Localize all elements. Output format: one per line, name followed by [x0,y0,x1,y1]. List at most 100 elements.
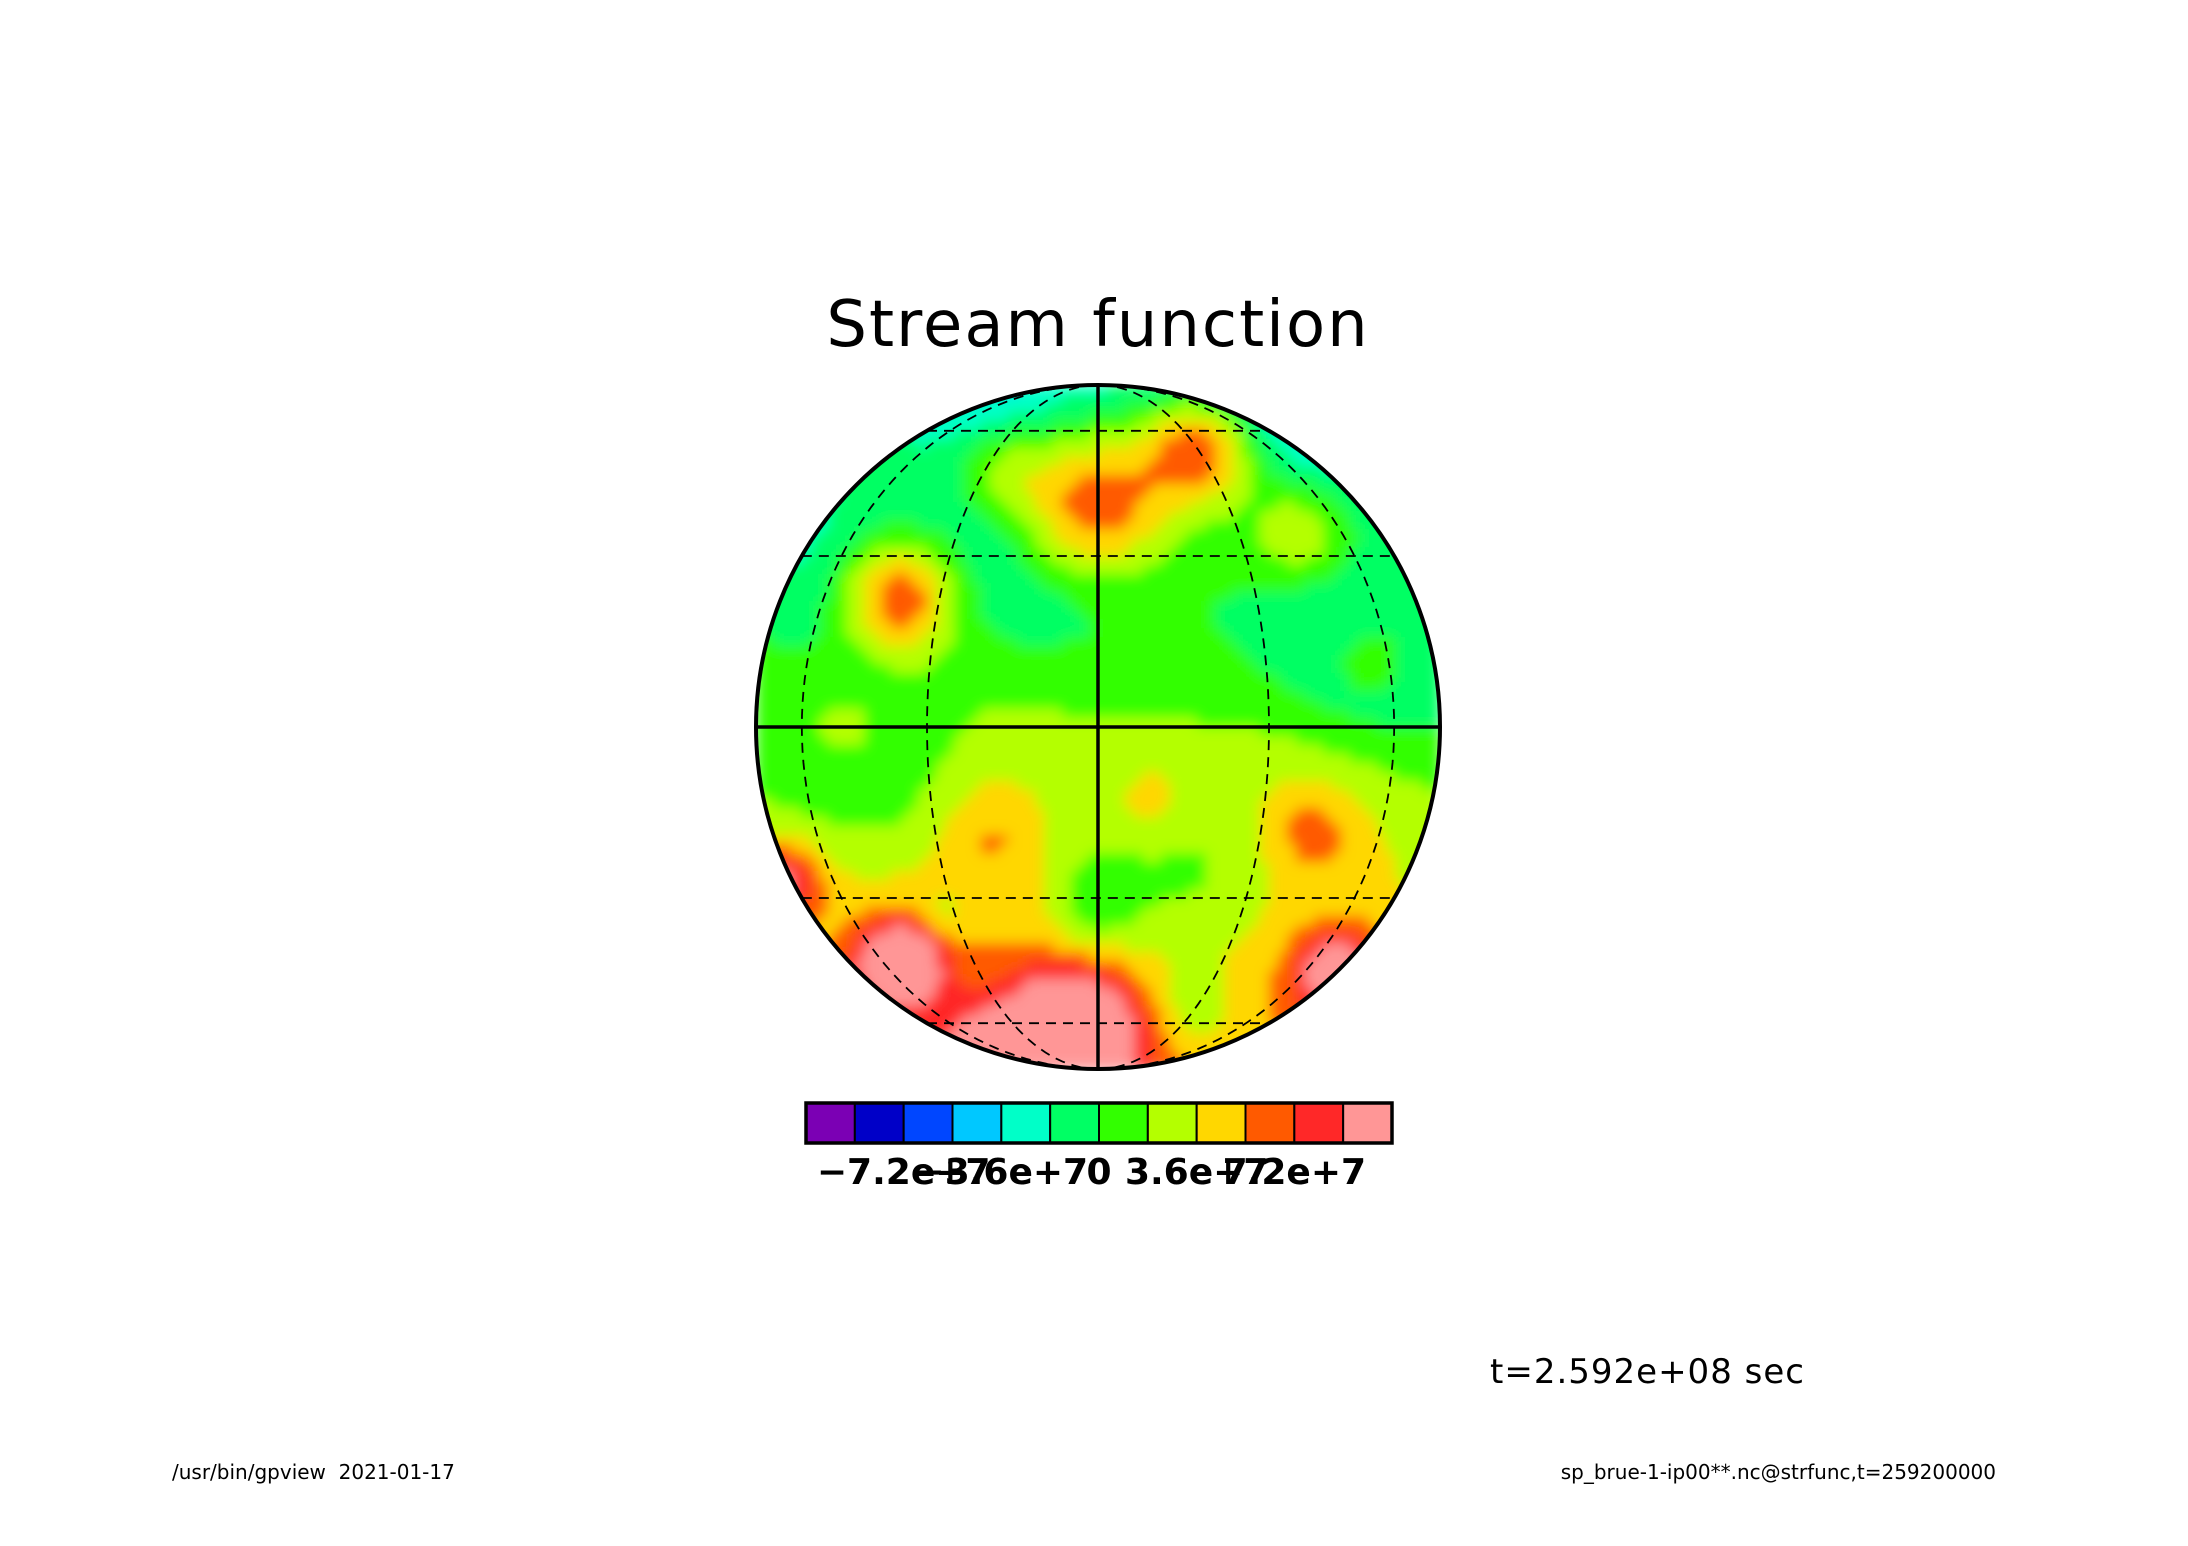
field-cell [855,898,865,908]
field-cell [1080,547,1090,557]
field-cell [1350,610,1360,620]
field-cell [1206,952,1216,962]
field-cell [1233,970,1243,980]
field-cell [837,817,847,827]
field-cell [855,619,865,629]
field-cell [1026,493,1036,503]
field-cell [1359,520,1369,530]
field-cell [1404,547,1414,557]
field-cell [1350,619,1360,629]
field-cell [999,988,1009,998]
field-cell [999,718,1009,728]
field-cell [1251,718,1261,728]
field-cell [1215,448,1225,458]
field-cell [1251,835,1261,845]
field-cell [1080,916,1090,926]
field-cell [864,799,874,809]
field-cell [1404,736,1414,746]
field-cell [1017,970,1027,980]
field-cell [1395,907,1405,917]
field-cell [792,907,802,917]
field-cell [981,925,991,935]
field-cell [810,889,820,899]
field-cell [981,538,991,548]
field-cell [1098,736,1108,746]
field-cell [1044,844,1054,854]
field-cell [909,781,919,791]
field-cell [1314,502,1324,512]
field-cell [837,565,847,575]
colorbar-swatch [1244,1102,1296,1144]
field-cell [1341,916,1351,926]
field-cell [1026,610,1036,620]
field-cell [1377,826,1387,836]
field-cell [783,754,793,764]
field-cell [1251,484,1261,494]
field-cell [927,646,937,656]
field-cell [963,853,973,863]
field-cell [1071,484,1081,494]
field-cell [837,718,847,728]
field-cell [1206,943,1216,953]
field-cell [1242,583,1252,593]
field-cell [1368,817,1378,827]
field-cell [1386,691,1396,701]
field-cell [1287,970,1297,980]
field-cell [1062,619,1072,629]
field-cell [1035,736,1045,746]
field-cell [1260,826,1270,836]
field-cell [882,511,892,521]
field-cell [1296,844,1306,854]
field-cell [981,610,991,620]
field-cell [792,655,802,665]
field-cell [1224,979,1234,989]
field-cell [1287,682,1297,692]
field-cell [1215,421,1225,431]
field-cell [990,934,1000,944]
field-cell [891,916,901,926]
field-cell [819,790,829,800]
field-cell [900,448,910,458]
field-cell [1080,502,1090,512]
field-cell [846,592,856,602]
field-cell [945,826,955,836]
field-cell [801,592,811,602]
field-cell [882,628,892,638]
field-cell [1134,439,1144,449]
field-cell [1215,844,1225,854]
field-cell [1044,655,1054,665]
field-cell [1386,592,1396,602]
field-cell [1080,484,1090,494]
field-cell [882,529,892,539]
field-cell [1188,799,1198,809]
field-cell [1206,997,1216,1007]
field-cell [1260,871,1270,881]
field-cell [1044,1033,1054,1043]
field-cell [855,853,865,863]
field-cell [1152,637,1162,647]
field-cell [1179,916,1189,926]
field-cell [918,502,928,512]
field-cell [1215,394,1225,404]
field-cell [1215,457,1225,467]
field-cell [1008,664,1018,674]
field-cell [954,1051,964,1061]
field-cell [1341,601,1351,611]
field-cell [1116,790,1126,800]
field-cell [972,664,982,674]
field-cell [945,808,955,818]
field-cell [1008,1042,1018,1052]
field-cell [1017,898,1027,908]
field-cell [1107,925,1117,935]
field-cell [1098,691,1108,701]
field-cell [846,889,856,899]
field-cell [1269,952,1279,962]
field-cell [1269,457,1279,467]
field-cell [1242,898,1252,908]
field-cell [1260,925,1270,935]
field-cell [1116,1006,1126,1016]
field-cell [1368,853,1378,863]
field-cell [1035,844,1045,854]
field-cell [1188,997,1198,1007]
field-cell [873,673,883,683]
